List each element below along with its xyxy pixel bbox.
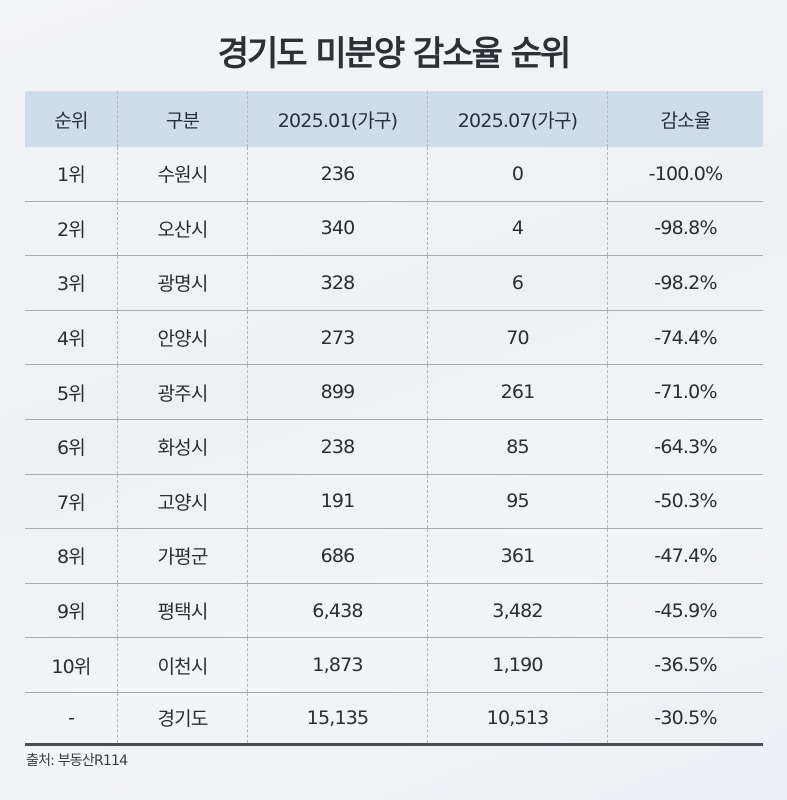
- rank-cell: 1위: [57, 164, 86, 187]
- jul-value-cell: 361: [427, 529, 607, 583]
- jan-value-cell: 899: [247, 365, 427, 419]
- jan-value-cell: 15,135: [247, 692, 427, 743]
- rate-cell: -98.2%: [607, 256, 763, 310]
- table-row: 6위 화성시 238 85 -64.3%: [25, 419, 763, 475]
- header-2025-01: 2025.01(가구): [247, 91, 427, 147]
- ranking-table: 순위 구분 2025.01(가구) 2025.07(가구) 감소율 1위 수원시…: [25, 91, 763, 746]
- region-cell: 화성시: [117, 419, 247, 474]
- jul-value-cell: 1,190: [427, 638, 607, 692]
- page-title: 경기도 미분양 감소율 순위: [217, 34, 572, 74]
- jan-value-cell: 340: [247, 201, 427, 256]
- jul-value-cell: 85: [427, 419, 607, 474]
- table-row: 9위 평택시 6,438 3,482 -45.9%: [25, 583, 763, 639]
- rate-cell: -45.9%: [607, 583, 763, 638]
- rate-cell: -50.3%: [607, 474, 763, 529]
- region-cell: 오산시: [117, 201, 247, 256]
- region-cell: 경기도: [117, 692, 247, 743]
- rate-cell: -74.4%: [607, 310, 763, 365]
- jul-value-cell: 10,513: [427, 692, 607, 743]
- region-cell: 안양시: [117, 310, 247, 365]
- table-row: 2위 오산시 340 4 -98.8%: [25, 201, 763, 257]
- table-row: 5위 광주시 899 261 -71.0%: [25, 365, 763, 420]
- rate-cell: -36.5%: [607, 638, 763, 692]
- rate-cell: -71.0%: [607, 365, 763, 419]
- jul-value-cell: 70: [427, 310, 607, 365]
- table-row: 8위 가평군 686 361 -47.4%: [25, 529, 763, 584]
- rate-cell: -98.8%: [607, 201, 763, 256]
- region-cell: 평택시: [117, 583, 247, 638]
- rate-cell: -64.3%: [607, 419, 763, 474]
- table-row: 10위 이천시 1,873 1,190 -36.5%: [25, 638, 763, 693]
- region-cell: 이천시: [117, 638, 247, 692]
- jan-value-cell: 328: [247, 256, 427, 310]
- table-row: 3위 광명시 328 6 -98.2%: [25, 256, 763, 311]
- jul-value-cell: 95: [427, 474, 607, 529]
- rank-cell: 3위: [57, 273, 86, 296]
- rate-cell: -100.0%: [607, 147, 763, 201]
- rank-cell: 7위: [57, 491, 86, 514]
- jan-value-cell: 273: [247, 310, 427, 365]
- rank-cell: 8위: [57, 546, 86, 569]
- table-row: 1위 수원시 236 0 -100.0%: [25, 147, 763, 202]
- rank-cell: 6위: [57, 437, 86, 460]
- header-decrease-rate: 감소율: [607, 91, 763, 147]
- jul-value-cell: 6: [427, 256, 607, 310]
- rate-cell: -30.5%: [607, 692, 763, 743]
- table-header-row: 순위 구분 2025.01(가구) 2025.07(가구) 감소율: [25, 91, 763, 147]
- table-row: 7위 고양시 191 95 -50.3%: [25, 474, 763, 530]
- region-cell: 가평군: [117, 529, 247, 583]
- table-row: 4위 안양시 273 70 -74.4%: [25, 310, 763, 366]
- rank-cell: 9위: [57, 601, 86, 624]
- rank-cell: 2위: [57, 218, 86, 241]
- jan-value-cell: 6,438: [247, 583, 427, 638]
- jan-value-cell: 191: [247, 474, 427, 529]
- source-note: 출처: 부동산R114: [26, 753, 128, 769]
- jan-value-cell: 1,873: [247, 638, 427, 692]
- jan-value-cell: 238: [247, 419, 427, 474]
- region-cell: 광명시: [117, 256, 247, 310]
- header-region: 구분: [117, 91, 247, 147]
- rank-cell: 4위: [57, 328, 86, 351]
- jan-value-cell: 686: [247, 529, 427, 583]
- table-row-total: - 경기도 15,135 10,513 -30.5%: [25, 692, 763, 746]
- jul-value-cell: 261: [427, 365, 607, 419]
- region-cell: 고양시: [117, 474, 247, 529]
- header-2025-07: 2025.07(가구): [427, 91, 607, 147]
- rank-cell: -: [67, 706, 75, 729]
- rank-cell: 10위: [51, 655, 91, 678]
- jul-value-cell: 3,482: [427, 583, 607, 638]
- jan-value-cell: 236: [247, 147, 427, 201]
- header-rank: 순위: [54, 109, 88, 132]
- region-cell: 수원시: [117, 147, 247, 201]
- rank-cell: 5위: [57, 382, 86, 405]
- rate-cell: -47.4%: [607, 529, 763, 583]
- region-cell: 광주시: [117, 365, 247, 419]
- jul-value-cell: 4: [427, 201, 607, 256]
- jul-value-cell: 0: [427, 147, 607, 201]
